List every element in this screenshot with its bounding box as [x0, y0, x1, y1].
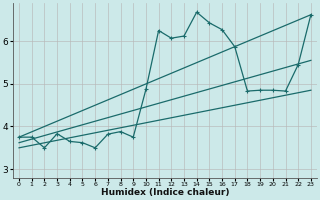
X-axis label: Humidex (Indice chaleur): Humidex (Indice chaleur) [101, 188, 229, 197]
